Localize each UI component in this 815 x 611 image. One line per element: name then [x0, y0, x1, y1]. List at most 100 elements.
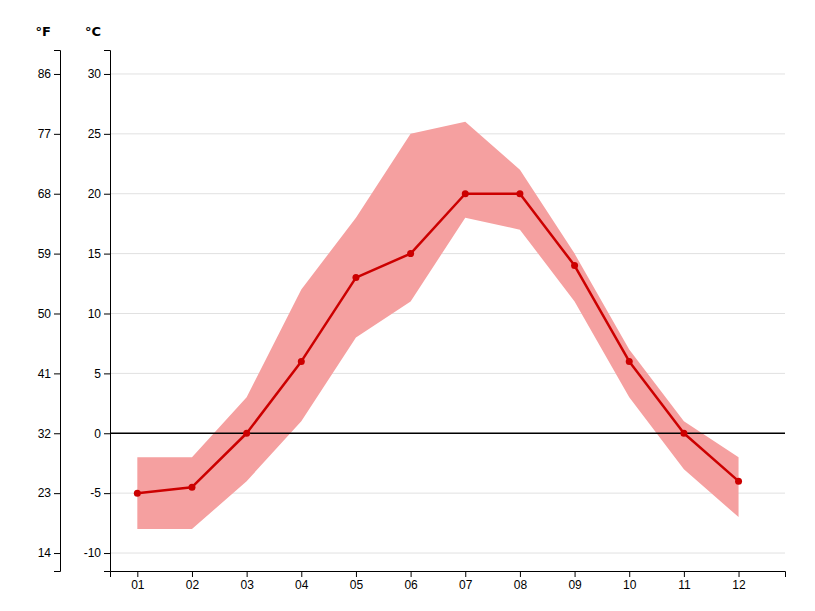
y2-tick-mark [54, 134, 60, 135]
y2-tick-label: 23 [38, 486, 52, 500]
y2-axis-line [54, 51, 61, 572]
x-tick-mark [192, 571, 193, 577]
y2-tick-mark [54, 373, 60, 374]
y2-tick: 59 [38, 247, 60, 261]
plot-root: 010203040506070809101112-10-505101520253… [36, 24, 786, 592]
x-tick-label: 08 [514, 578, 528, 592]
grid-line [110, 553, 785, 554]
y-tick-mark [104, 373, 110, 374]
marker [134, 490, 141, 497]
y-tick: 5 [94, 367, 110, 381]
marker [626, 358, 633, 365]
x-tick-label: 05 [350, 578, 364, 592]
y-tick: 15 [88, 247, 110, 261]
y-tick: 0 [94, 427, 110, 441]
y-axis-title: °C [85, 24, 101, 39]
x-tick-mark [520, 571, 521, 577]
marker [407, 250, 414, 257]
x-tick-label: 02 [186, 578, 200, 592]
y-tick-mark [104, 553, 110, 554]
x-tick-mark [739, 571, 740, 577]
x-tick-label: 07 [459, 578, 473, 592]
x-tick: 03 [240, 571, 254, 592]
y2-tick-label: 14 [38, 546, 52, 560]
x-tick-label: 04 [295, 578, 309, 592]
y-tick-mark [104, 74, 110, 75]
x-tick-mark [575, 571, 576, 577]
y-tick-label: 0 [94, 427, 101, 441]
y2-tick-label: 68 [38, 187, 52, 201]
grid-line [110, 253, 785, 254]
y-tick-label: 10 [88, 307, 102, 321]
x-tick: 02 [186, 571, 200, 592]
x-tick-mark [137, 571, 138, 577]
y-tick-label: -5 [90, 486, 101, 500]
y-tick: 20 [88, 187, 110, 201]
x-tick: 07 [459, 571, 473, 592]
y2-tick-label: 77 [38, 127, 52, 141]
x-tick-mark [684, 571, 685, 577]
x-tick-label: 12 [732, 578, 746, 592]
x-tick-mark [301, 571, 302, 577]
y2-tick-label: 59 [38, 247, 52, 261]
y-tick-mark [104, 493, 110, 494]
marker [462, 190, 469, 197]
grid-line [110, 373, 785, 374]
y2-tick-mark [54, 433, 60, 434]
marker [188, 484, 195, 491]
x-tick-label: 06 [404, 578, 418, 592]
y-tick: 10 [88, 307, 110, 321]
y2-tick-mark [54, 74, 60, 75]
x-tick: 08 [514, 571, 528, 592]
marker [298, 358, 305, 365]
x-tick-mark [629, 571, 630, 577]
x-tick: 10 [623, 571, 637, 592]
y-axis: -10 -5 0 5 10 15 20 25 30 [84, 51, 111, 572]
y2-tick-label: 41 [38, 367, 52, 381]
y2-tick-label: 32 [38, 427, 52, 441]
x-tick: 06 [404, 571, 418, 592]
line [137, 194, 738, 493]
y-axis-line [104, 51, 111, 572]
x-tick-mark [356, 571, 357, 577]
x-tick: 01 [131, 571, 145, 592]
y2-axis-title: °F [36, 24, 51, 39]
x-tick-label: 01 [131, 578, 145, 592]
chart: 010203040506070809101112-10-505101520253… [0, 0, 815, 611]
x-tick-label: 10 [623, 578, 637, 592]
x-tick-label: 03 [240, 578, 254, 592]
y-tick: -10 [84, 546, 110, 560]
grid-line [110, 313, 785, 314]
grid [110, 74, 785, 553]
y2-tick-mark [54, 313, 60, 314]
y2-tick: 68 [38, 187, 60, 201]
x-tick: 05 [350, 571, 364, 592]
x-axis-line [111, 572, 786, 578]
y2-tick: 50 [38, 307, 60, 321]
x-tick-label: 09 [568, 578, 582, 592]
y-tick: 30 [88, 67, 110, 81]
y-tick-label: 25 [88, 127, 102, 141]
y-tick-mark [104, 134, 110, 135]
y2-tick-label: 50 [38, 307, 52, 321]
marker [680, 430, 687, 437]
x-tick-mark [465, 571, 466, 577]
x-tick: 04 [295, 571, 309, 592]
y2-tick-label: 86 [38, 67, 52, 81]
y2-tick-mark [54, 254, 60, 255]
y2-tick: 86 [38, 67, 60, 81]
x-tick: 11 [678, 571, 691, 592]
y-tick-label: 20 [88, 187, 102, 201]
y-tick-label: 30 [88, 67, 102, 81]
y-tick: 25 [88, 127, 110, 141]
marker [352, 274, 359, 281]
y2-tick: 14 [38, 546, 60, 560]
marker [571, 262, 578, 269]
y2-tick: 23 [38, 486, 60, 500]
marks [110, 122, 785, 529]
x-tick-mark [411, 571, 412, 577]
y-tick-mark [104, 433, 110, 434]
x-axis: 01 02 03 04 05 06 07 08 09 10 11 12 [111, 571, 786, 592]
x-tick-label: 11 [678, 578, 691, 592]
band [137, 122, 738, 529]
